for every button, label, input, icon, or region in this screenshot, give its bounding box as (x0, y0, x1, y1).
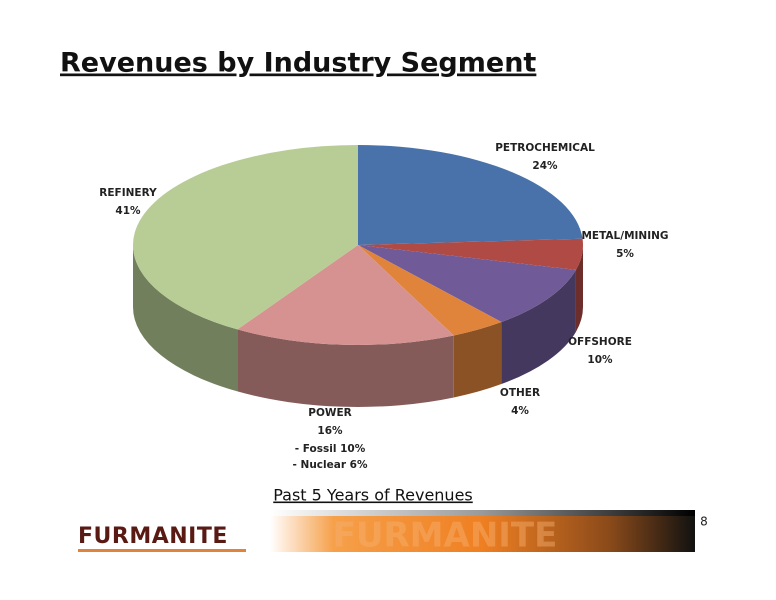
slice (358, 245, 576, 323)
slice-label: OFFSHORE (568, 336, 632, 348)
slice-side (501, 269, 576, 385)
slice-side (453, 322, 502, 398)
value-label: 10% (587, 354, 613, 366)
value-label: 5% (616, 248, 634, 260)
slice-side (133, 245, 238, 392)
slice-label: METAL/MINING (581, 230, 668, 242)
logo: FURMANITE (78, 524, 228, 549)
slide-title: Revenues by Industry Segment (60, 48, 536, 79)
slice-label: REFINERY (99, 187, 157, 199)
slice (358, 145, 583, 245)
slice (237, 245, 454, 345)
footer-bar-top (270, 510, 695, 516)
slice (358, 245, 502, 336)
footer-bar (270, 516, 695, 552)
logo-watermark: FURMANITE (333, 516, 558, 556)
annotation: - Fossil 10% (295, 443, 366, 455)
value-label: 24% (532, 160, 558, 172)
slice-label: POWER (308, 407, 351, 419)
logo-underline (78, 549, 246, 552)
slice (358, 238, 583, 270)
annotation: - Nuclear 6% (293, 459, 368, 471)
slice-label: OTHER (500, 387, 540, 399)
slice-side (237, 329, 454, 407)
slice-side (575, 245, 583, 332)
chart-subtitle: Past 5 Years of Revenues (273, 486, 473, 505)
pie-chart: PETROCHEMICAL 24% METAL/MINING 5% OFFSHORE 10… (99, 142, 668, 471)
value-label: 41% (115, 205, 141, 217)
value-label: 16% (317, 425, 343, 437)
page-number: 8 (700, 515, 708, 529)
slice (132, 145, 358, 330)
slice-label: PETROCHEMICAL (495, 142, 595, 154)
value-label: 4% (511, 405, 529, 417)
